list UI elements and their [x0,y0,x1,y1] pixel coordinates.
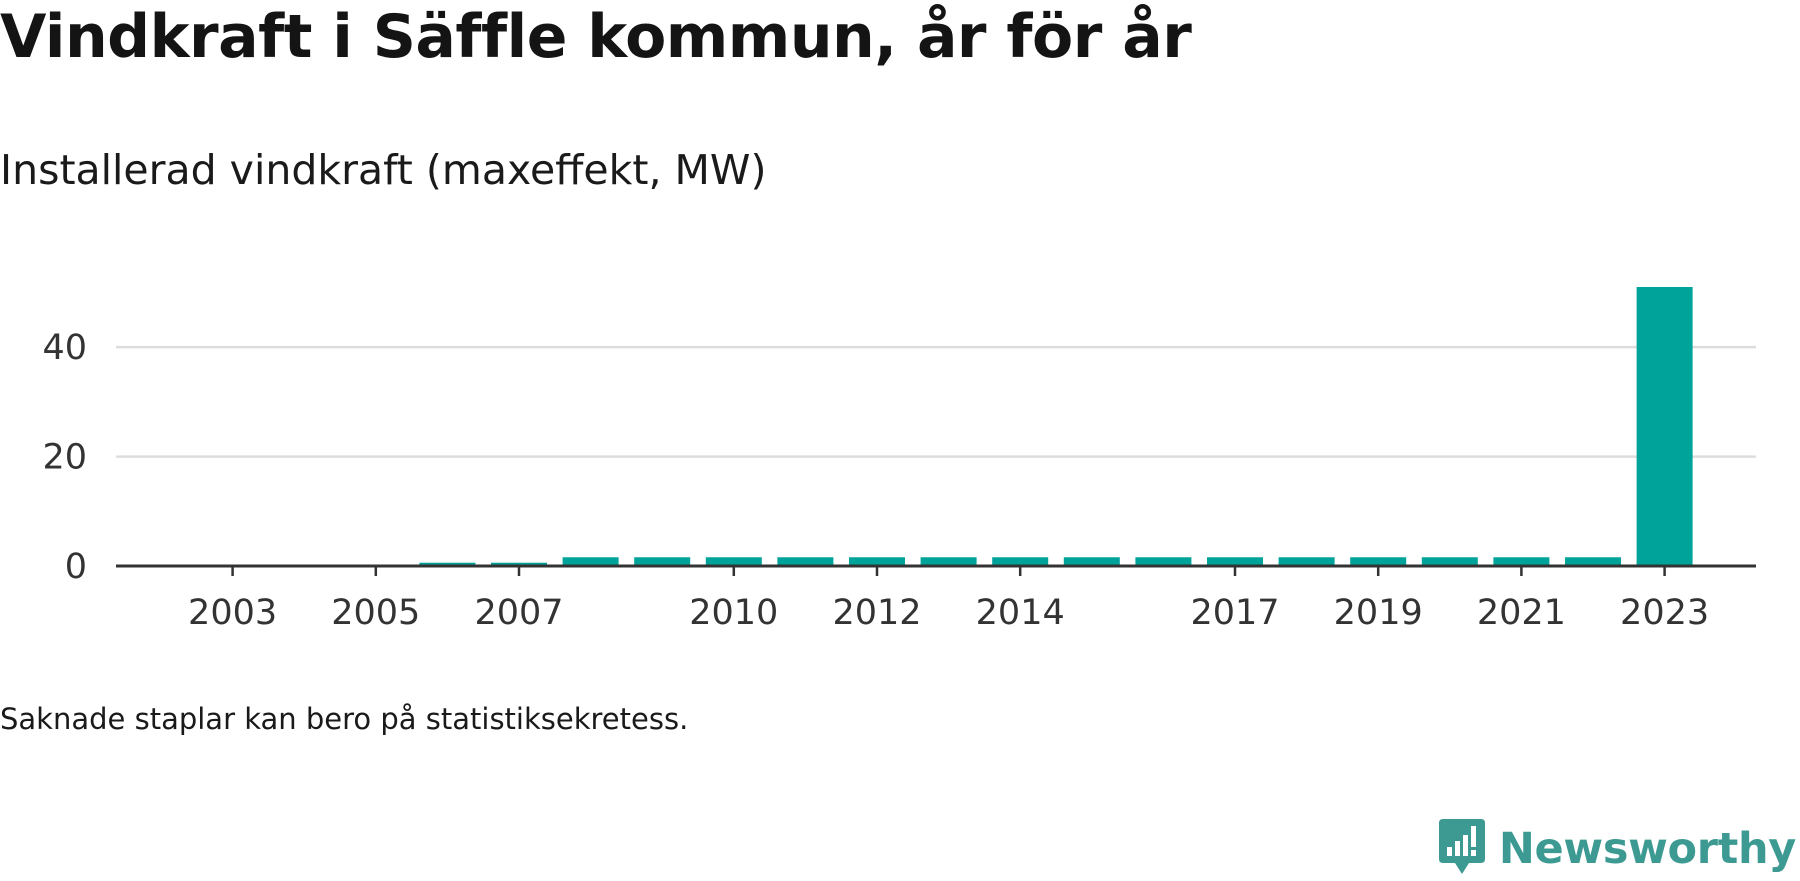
brand-logo: Newsworthy [1437,817,1796,881]
x-tick-label: 2021 [1477,593,1566,633]
x-tick-label: 2014 [976,593,1065,633]
x-tick-label: 2005 [331,593,420,633]
x-tick-label: 2017 [1190,593,1279,633]
bar-2021 [1493,557,1550,566]
gridlines [116,345,1756,458]
bar-2010 [705,557,762,566]
bar-2006 [419,562,476,566]
chart-subtitle: Installerad vindkraft (maxeffekt, MW) [0,146,767,194]
bar-2016 [1135,557,1192,566]
bar-2008 [562,557,619,566]
x-tick-label: 2003 [188,593,277,633]
x-tick-label: 2007 [474,593,563,633]
bar-2007 [491,562,547,566]
bar-2019 [1350,557,1407,566]
y-tick-label: 0 [65,547,87,587]
footnote: Saknade staplar kan bero på statistiksek… [0,702,689,736]
brand-name: Newsworthy [1498,824,1796,874]
x-tick-label: 2019 [1334,593,1423,633]
x-tick-label: 2023 [1620,593,1709,633]
bar-2012 [849,557,905,566]
bar-chart-speech-bubble-icon [1437,817,1487,881]
x-tick-label: 2012 [832,593,921,633]
bar-2009 [634,557,691,566]
bar-2015 [1063,557,1120,566]
bar-2020 [1421,557,1478,566]
bar-2018 [1278,557,1335,566]
bar-2023 [1636,287,1693,566]
axes: 0 20 40 2003 2005 2007 2010 2012 2014 2017 2019 202… [42,328,1756,633]
bar-2022 [1565,557,1621,566]
bar-2014 [992,557,1049,566]
bars [419,287,1693,566]
x-tick-label: 2010 [689,593,778,633]
chart-title: Vindkraft i Säffle kommun, år för år [0,2,1192,72]
bar-2013 [920,557,977,566]
bar-2017 [1207,557,1263,566]
y-tick-label: 20 [42,438,87,478]
bar-2011 [777,557,834,566]
y-tick-label: 40 [42,328,87,368]
